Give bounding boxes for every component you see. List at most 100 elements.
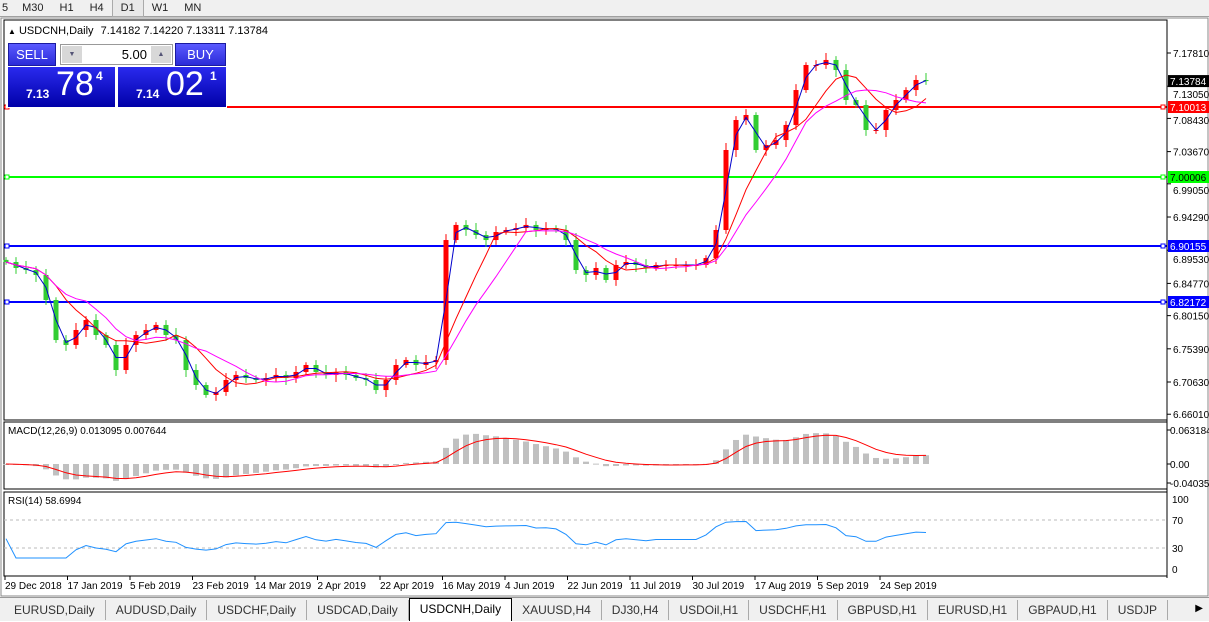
macd-histogram-bar (763, 438, 769, 464)
macd-histogram-bar (183, 464, 189, 473)
collapse-arrow-icon[interactable]: ▲ (8, 27, 16, 36)
chart-tab[interactable]: GBPUSD,H1 (838, 600, 928, 620)
date-axis-label: 23 Feb 2019 (193, 581, 250, 592)
macd-histogram-bar (513, 439, 519, 464)
buy-price-button[interactable]: 7.14 02 1 (118, 65, 226, 107)
macd-histogram-bar (793, 437, 799, 464)
macd-histogram-bar (543, 446, 549, 464)
macd-histogram-bar (213, 464, 219, 479)
date-axis-label: 14 Mar 2019 (255, 581, 312, 592)
current-price-label: 7.13784 (1170, 77, 1207, 88)
macd-histogram-bar (353, 464, 359, 466)
level-handle (1160, 104, 1166, 110)
macd-histogram-bar (193, 464, 199, 476)
date-axis-label: 17 Jan 2019 (68, 581, 123, 592)
chart-tab[interactable]: EURUSD,H1 (928, 600, 1019, 620)
chart-window[interactable]: 7.17810 7.13050 7.08430 7.03670 6.99050 6.942… (0, 0, 1209, 597)
price-axis-label: 7.03670 (1173, 148, 1209, 159)
macd-histogram-bar (623, 464, 629, 466)
macd-histogram-bar (153, 464, 159, 471)
ma-fast-line (5, 61, 927, 395)
chart-tab[interactable]: EURUSD,Daily (4, 600, 106, 620)
rsi-line (5, 520, 927, 559)
chart-tab[interactable]: USDCHF,H1 (749, 600, 838, 620)
timeframe-mn[interactable]: MN (184, 2, 202, 14)
macd-histogram-bar (133, 464, 139, 477)
buy-button[interactable]: BUY (175, 43, 226, 66)
chart-tab-strip: EURUSD,Daily AUDUSD,Daily USDCHF,Daily USDC… (4, 598, 1190, 622)
macd-label: MACD(12,26,9) 0.013095 0.007644 (8, 426, 167, 437)
price-axis-label: 7.17810 (1173, 49, 1209, 60)
rsi-axis-label: 100 (1172, 495, 1189, 506)
chart-tab[interactable]: GBPAUD,H1 (1018, 600, 1108, 620)
date-axis-label: 24 Sep 2019 (880, 581, 937, 592)
price-axis-label: 7.13050 (1173, 90, 1209, 101)
chart-tab[interactable]: XAUUSD,H4 (512, 600, 602, 620)
timeframe-h1[interactable]: H1 (59, 2, 74, 14)
price-axis-label: 6.99050 (1173, 186, 1209, 197)
buy-price-fraction: 1 (210, 69, 217, 83)
timeframe-h4[interactable]: H4 (89, 2, 104, 14)
macd-histogram-bar (603, 464, 609, 467)
chart-tab[interactable]: USDCHF,Daily (207, 600, 308, 620)
macd-histogram-bar (223, 464, 229, 478)
macd-histogram-bar (273, 464, 279, 471)
macd-histogram-bar (773, 439, 779, 464)
date-axis-label: 22 Jun 2019 (568, 581, 623, 592)
level-handle (4, 174, 10, 180)
chart-tab[interactable]: USDJP (1108, 600, 1169, 620)
date-axis-label: 17 Aug 2019 (755, 581, 812, 592)
decrease-lot-icon[interactable]: ▼ (62, 46, 82, 63)
sell-price-prefix: 7.13 (26, 87, 50, 101)
macd-histogram-bar (863, 453, 869, 464)
macd-histogram-bar (883, 458, 889, 464)
lot-stepper[interactable]: ▼ ▲ (60, 44, 173, 65)
macd-pane (3, 421, 1168, 490)
macd-histogram-bar (843, 441, 849, 464)
macd-histogram-bar (83, 464, 89, 478)
timeframe-5[interactable]: 5 (2, 2, 9, 14)
macd-histogram-bar (893, 458, 899, 464)
macd-axis-label: 0.063184 (1170, 426, 1209, 437)
timeframe-w1[interactable]: W1 (151, 2, 169, 14)
date-axis-label: 11 Jul 2019 (630, 581, 681, 592)
timeframe-m30[interactable]: M30 (22, 2, 44, 14)
date-axis-label: 30 Jul 2019 (693, 581, 745, 592)
rsi-axis-label: 70 (1172, 516, 1184, 527)
macd-histogram-bar (343, 464, 349, 466)
level-handle (4, 243, 10, 249)
lot-input[interactable] (83, 46, 149, 63)
macd-histogram-bar (833, 435, 839, 464)
macd-histogram-bar (753, 436, 759, 464)
date-axis-label: 5 Sep 2019 (818, 581, 870, 592)
sell-price-button[interactable]: 7.13 78 4 (8, 65, 115, 107)
chart-tab[interactable]: USDOil,H1 (669, 600, 750, 620)
level-price-label: 6.82172 (1170, 298, 1207, 309)
chart-ohlc: 7.14182 7.14220 7.13311 7.13784 (100, 25, 269, 37)
macd-histogram-bar (233, 464, 239, 476)
rsi-label: RSI(14) 58.6994 (8, 496, 82, 507)
chart-tab[interactable]: USDCAD,Daily (307, 600, 409, 620)
macd-histogram-bar (203, 464, 209, 479)
macd-histogram-bar (143, 464, 149, 474)
macd-signal-line (5, 434, 927, 480)
chart-tab[interactable]: AUDUSD,Daily (106, 600, 208, 620)
tabs-scroll-right-icon[interactable]: ▶ (1195, 603, 1203, 614)
date-axis-label: 5 Feb 2019 (130, 581, 181, 592)
chart-tabs: EURUSD,Daily AUDUSD,Daily USDCHF,Daily USDC… (0, 597, 1209, 621)
chart-tab[interactable]: DJ30,H4 (602, 600, 670, 620)
price-axis-label: 6.89530 (1173, 255, 1209, 266)
timeframe-d1[interactable]: D1 (111, 0, 144, 17)
macd-histogram-bar (713, 460, 719, 464)
increase-lot-icon[interactable]: ▲ (151, 46, 171, 63)
macd-histogram-bar (73, 464, 79, 480)
macd-histogram-bar (803, 433, 809, 464)
date-axis-label: 4 Jun 2019 (505, 581, 555, 592)
macd-histogram-bar (263, 464, 269, 472)
macd-histogram-bar (313, 464, 319, 466)
chart-tab[interactable]: USDCNH,Daily (408, 598, 513, 621)
sell-button[interactable]: SELL (8, 43, 56, 66)
macd-histogram-bar (533, 444, 539, 464)
level-handle (4, 299, 10, 305)
level-price-badge (1168, 101, 1209, 113)
